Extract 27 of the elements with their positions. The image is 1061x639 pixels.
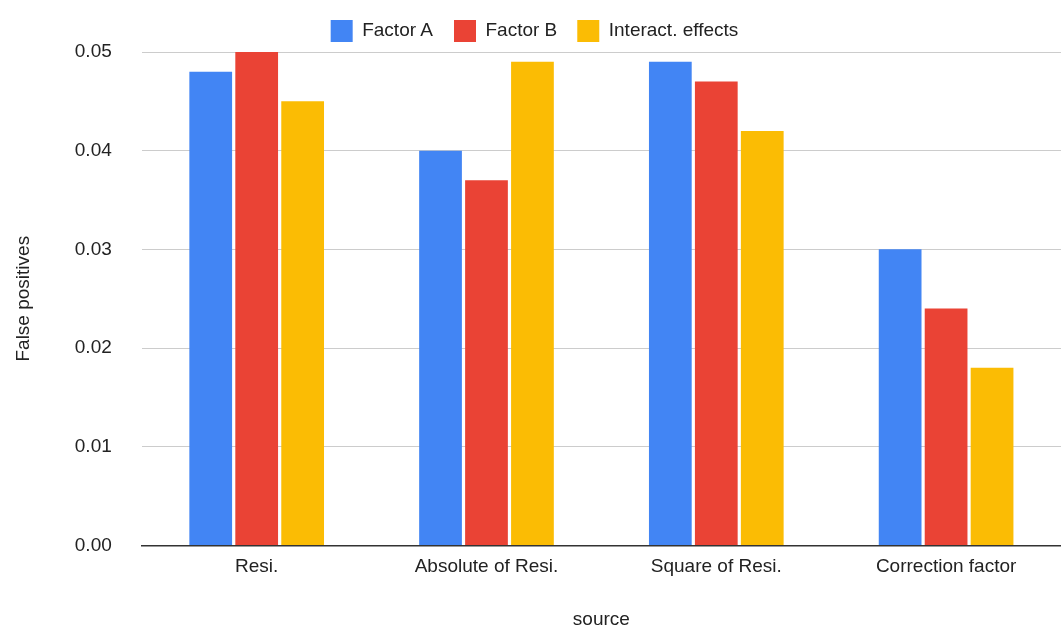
x-tick-label: Absolute of Resi. xyxy=(414,555,559,577)
y-tick-label: 0.05 xyxy=(74,40,112,62)
x-axis-title: source xyxy=(572,607,630,629)
bar xyxy=(281,101,325,545)
bar xyxy=(511,61,554,545)
bar xyxy=(419,150,462,545)
bar xyxy=(648,61,692,545)
y-tick-label: 0.01 xyxy=(74,434,112,456)
y-axis-title: False positives xyxy=(11,235,33,362)
legend-label: Factor B xyxy=(485,19,558,41)
bar xyxy=(465,180,508,545)
x-tick-label: Resi. xyxy=(235,555,279,577)
y-tick-label: 0.04 xyxy=(74,138,113,160)
y-tick-label: 0.03 xyxy=(74,237,112,259)
x-tick-label: Correction factor xyxy=(875,555,1017,577)
x-tick-label: Square of Resi. xyxy=(650,555,782,577)
y-tick-label: 0.00 xyxy=(74,533,112,555)
bar xyxy=(740,130,784,545)
legend-label: Interact. effects xyxy=(608,19,739,41)
bar xyxy=(924,308,968,545)
y-tick-label: 0.02 xyxy=(74,336,112,358)
bar xyxy=(694,81,738,545)
bar xyxy=(235,52,279,545)
legend-label: Factor A xyxy=(362,19,434,41)
bar xyxy=(970,367,1014,545)
bar xyxy=(189,71,233,545)
bar xyxy=(878,249,922,545)
